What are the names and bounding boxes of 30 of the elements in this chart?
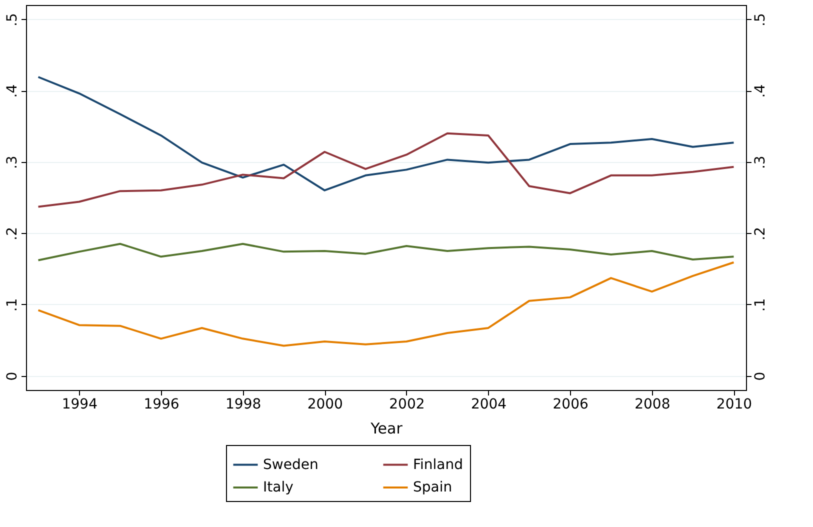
- legend-label: Finland: [413, 456, 464, 473]
- line-series: [37, 76, 735, 192]
- x-tick-label: 2010: [716, 396, 752, 412]
- legend-label: Sweden: [263, 456, 318, 473]
- y-tick-label: .5: [4, 13, 20, 26]
- y2-tick-label: 0: [752, 372, 768, 381]
- y-tick-label: .4: [4, 84, 20, 98]
- y-tick-label: .3: [4, 156, 20, 170]
- x-tick-label: 2000: [307, 396, 343, 412]
- x-axis-title: Year: [370, 420, 404, 438]
- y2-tick-label: .1: [752, 298, 768, 312]
- y-tick-label: 0: [4, 372, 20, 381]
- x-tick-label: 1996: [144, 396, 180, 412]
- legend-label: Italy: [263, 480, 294, 496]
- line-series: [37, 242, 735, 262]
- x-tick-label: 2008: [634, 396, 670, 412]
- x-tick-label: 2006: [552, 396, 588, 412]
- y2-tick-label: .3: [752, 156, 768, 170]
- y2-tick-label: .4: [752, 84, 768, 98]
- x-tick-label: 2002: [389, 396, 425, 412]
- x-tick-label: 2004: [470, 396, 507, 412]
- legend-label: Spain: [413, 480, 452, 496]
- y-tick-label: .2: [4, 226, 20, 240]
- y2-tick-label: .2: [752, 226, 768, 240]
- x-tick-label: 1994: [62, 396, 98, 412]
- x-tick-label: 1998: [226, 396, 262, 412]
- y-tick-label: .1: [4, 298, 20, 312]
- line-series: [37, 132, 735, 208]
- y2-tick-label: .5: [752, 13, 768, 26]
- line-series: [37, 261, 735, 347]
